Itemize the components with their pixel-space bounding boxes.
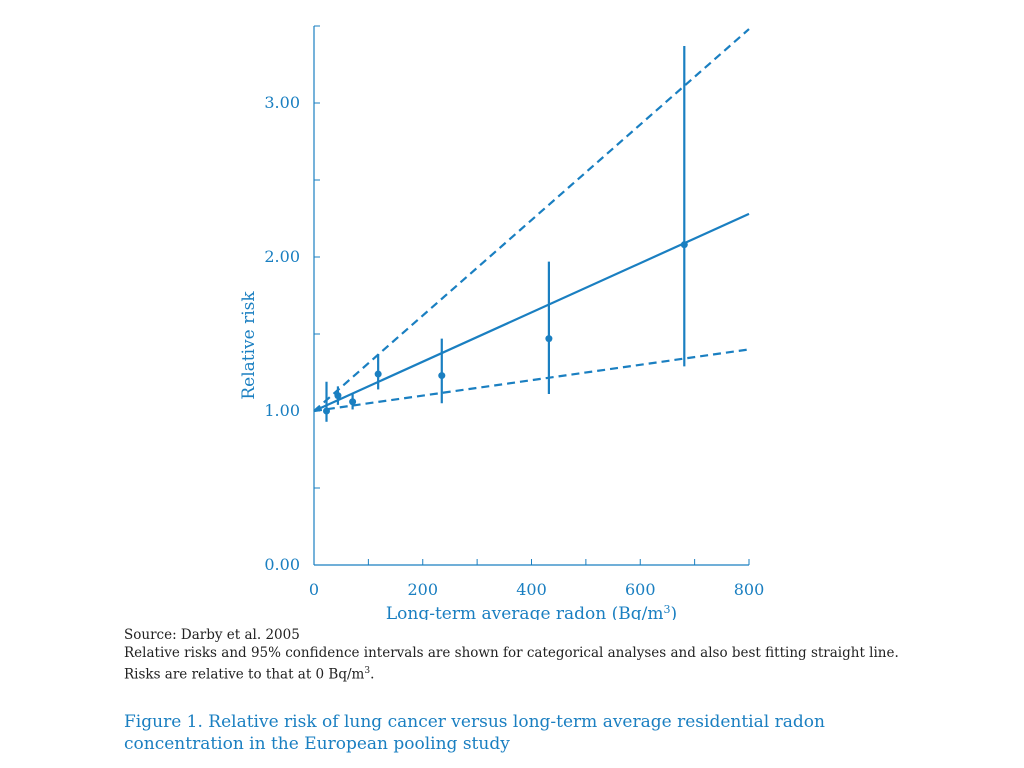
axes [313,25,750,566]
x-tick-label: 600 [625,580,656,599]
data-point [334,392,342,400]
caption-line-1: Figure 1. Relative risk of lung cancer v… [124,712,825,732]
y-tick-label: 2.00 [264,247,300,266]
axis-labels: 0.00 1.00 2.00 3.00 0 200 400 600 800 Long-term a… [239,93,764,620]
x-tick-label: 800 [734,580,765,599]
data-point [374,370,382,378]
method-note: Relative risks and 95% confidence interv… [124,645,899,661]
y-axis-title: Relative risk [239,291,259,400]
fit-line [313,212,750,413]
x-tick-label: 200 [407,580,438,599]
reference-note: Risks are relative to that at 0 Bq/m3. [124,662,984,684]
series-lines [313,28,750,413]
chart: 0.00 1.00 2.00 3.00 0 200 400 600 800 Long-term a… [239,25,764,620]
lower-ci-line [313,348,750,413]
figure-notes: Source: Darby et al. 2005 Relative risks… [124,626,984,684]
x-axis-title: Long-term average radon (Bq/m3) [386,603,677,620]
y-tick-label: 1.00 [264,401,300,420]
x-tick-label: 0 [309,580,319,599]
caption-line-2: concentration in the European pooling st… [124,734,510,754]
upper-ci-line [313,28,750,412]
data-point [680,241,688,249]
figure-caption: Figure 1. Relative risk of lung cancer v… [124,711,984,755]
data-point [438,372,446,380]
source-note: Source: Darby et al. 2005 [124,627,300,643]
data-point [323,407,331,415]
data-points [323,241,688,415]
data-point [349,398,357,406]
reference-note-text: Risks are relative to that at 0 Bq/m [124,666,365,683]
y-tick-label: 0.00 [264,555,300,574]
data-point [545,335,553,343]
x-tick-label: 400 [516,580,547,599]
y-tick-label: 3.00 [264,93,300,112]
reference-note-sup: 3 [364,666,371,676]
reference-note-end: . [370,666,375,683]
